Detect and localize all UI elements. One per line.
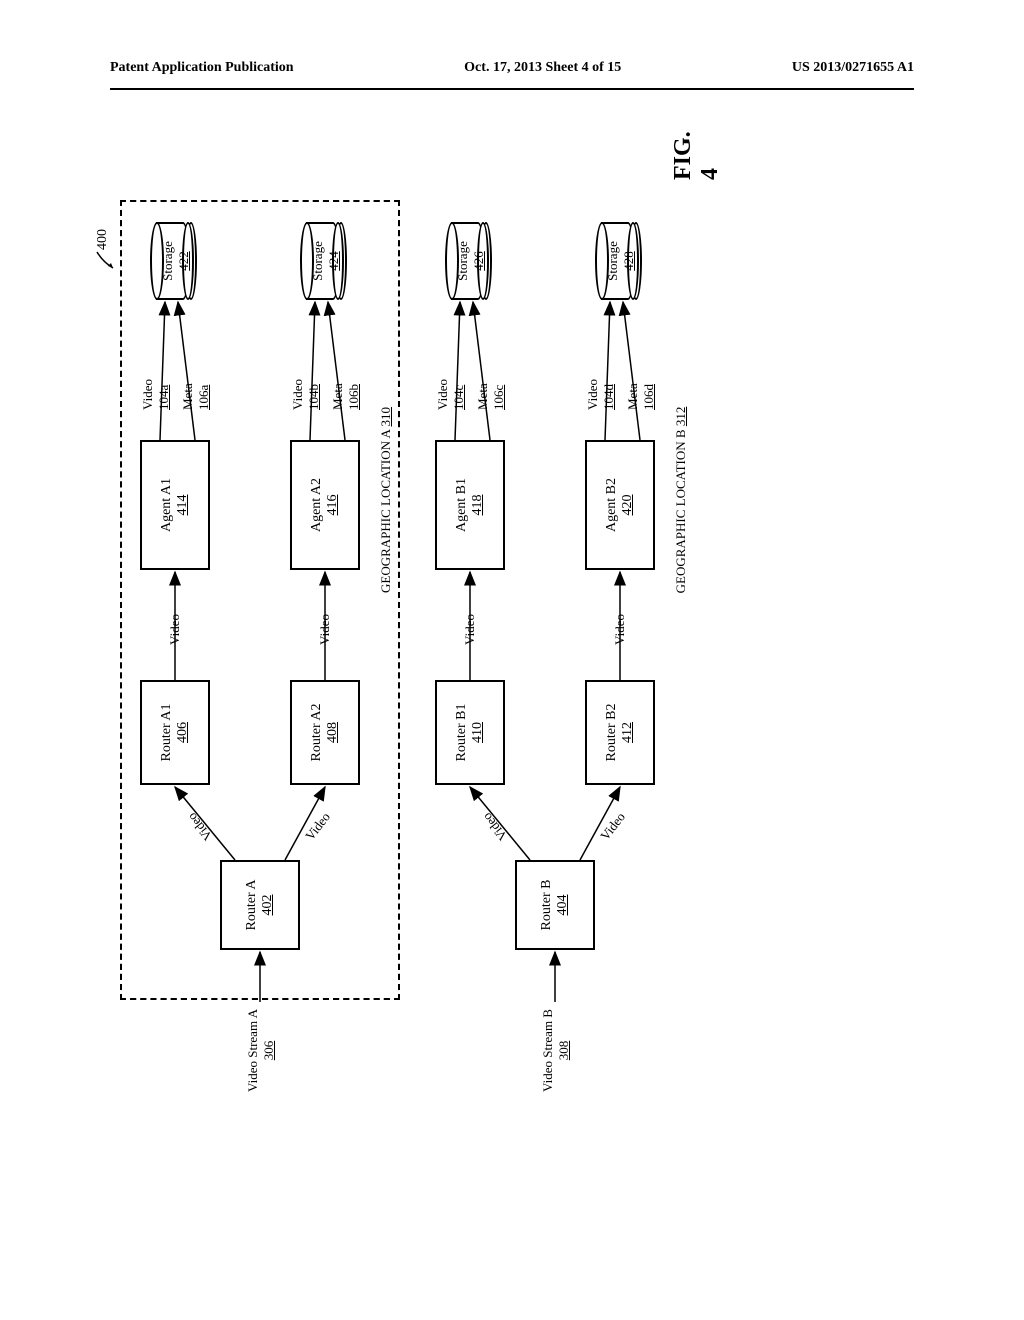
figure-label: FIG. 4: [670, 131, 724, 180]
storage-b2: Storage428: [595, 222, 633, 300]
system-ref: 400: [95, 229, 111, 250]
header-left: Patent Application Publication: [110, 60, 294, 88]
header-center: Oct. 17, 2013 Sheet 4 of 15: [464, 60, 621, 88]
header-right: US 2013/0271655 A1: [792, 60, 914, 88]
storage-b1: Storage426: [445, 222, 483, 300]
storage-a2: Storage424: [300, 222, 338, 300]
video-stream-a-label: Video Stream A306: [245, 1003, 277, 1098]
video-stream-b-label: Video Stream B308: [540, 1003, 572, 1098]
storage-a1: Storage422: [150, 222, 188, 300]
figure-diagram: 400 GEOGRAPHIC LOCATION A 310 GEOGRAPHIC…: [120, 200, 1024, 1000]
page-header: Patent Application Publication Oct. 17, …: [110, 60, 914, 90]
arrows: [120, 200, 1024, 1000]
